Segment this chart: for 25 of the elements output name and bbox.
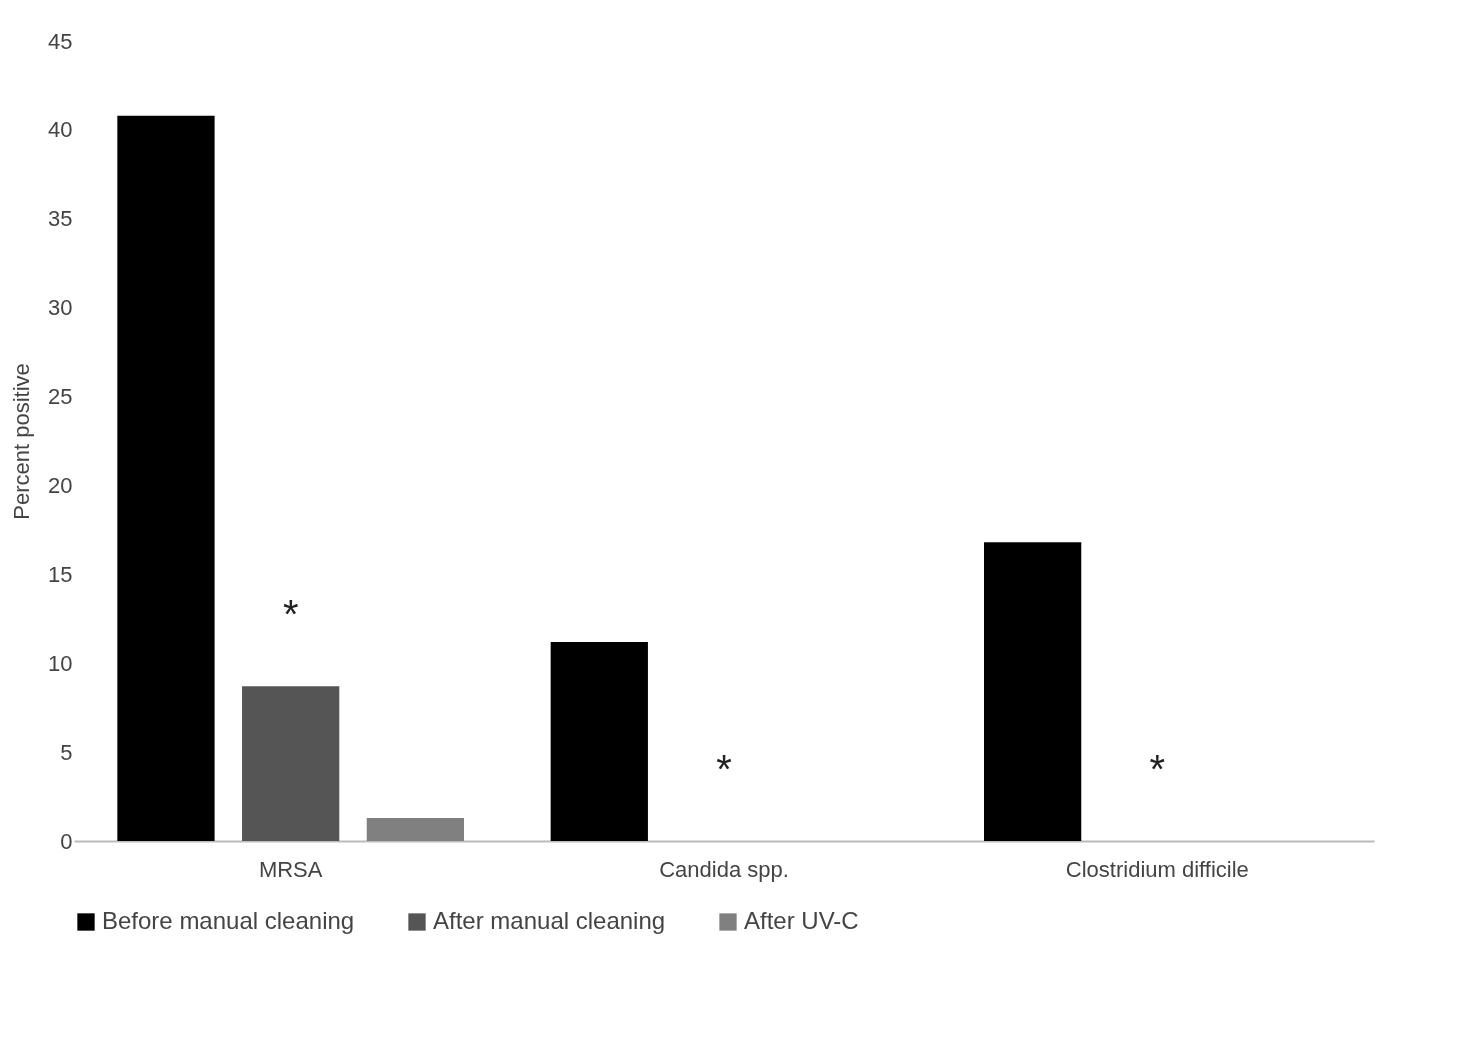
x-tick-label: MRSA [258,856,323,882]
bar [984,542,1082,841]
legend-label: After manual cleaning [433,907,666,934]
x-tick-label: Candida spp. [659,856,789,882]
y-tick-label: 40 [48,117,73,143]
y-tick-label: 45 [48,28,73,54]
x-tick-label: Clostridium difficile [1065,856,1249,882]
bar [117,115,215,841]
bar [242,686,340,841]
y-axis-title: Percent positive [9,363,35,520]
y-tick-label: 15 [48,561,73,587]
annotation: * [716,747,732,791]
y-tick-label: 35 [48,206,73,232]
y-tick-label: 10 [48,650,73,676]
y-tick-label: 0 [60,828,73,854]
legend-label: Before manual cleaning [102,907,355,934]
bar [366,817,464,841]
y-tick-label: 30 [48,295,73,321]
y-tick-label: 20 [48,472,73,498]
annotation: * [282,592,299,637]
y-tick-label: 5 [60,739,73,765]
legend-label: After UV-C [744,907,859,934]
bar [550,641,648,841]
y-tick-label: 25 [48,384,73,410]
annotation: * [1149,747,1166,791]
